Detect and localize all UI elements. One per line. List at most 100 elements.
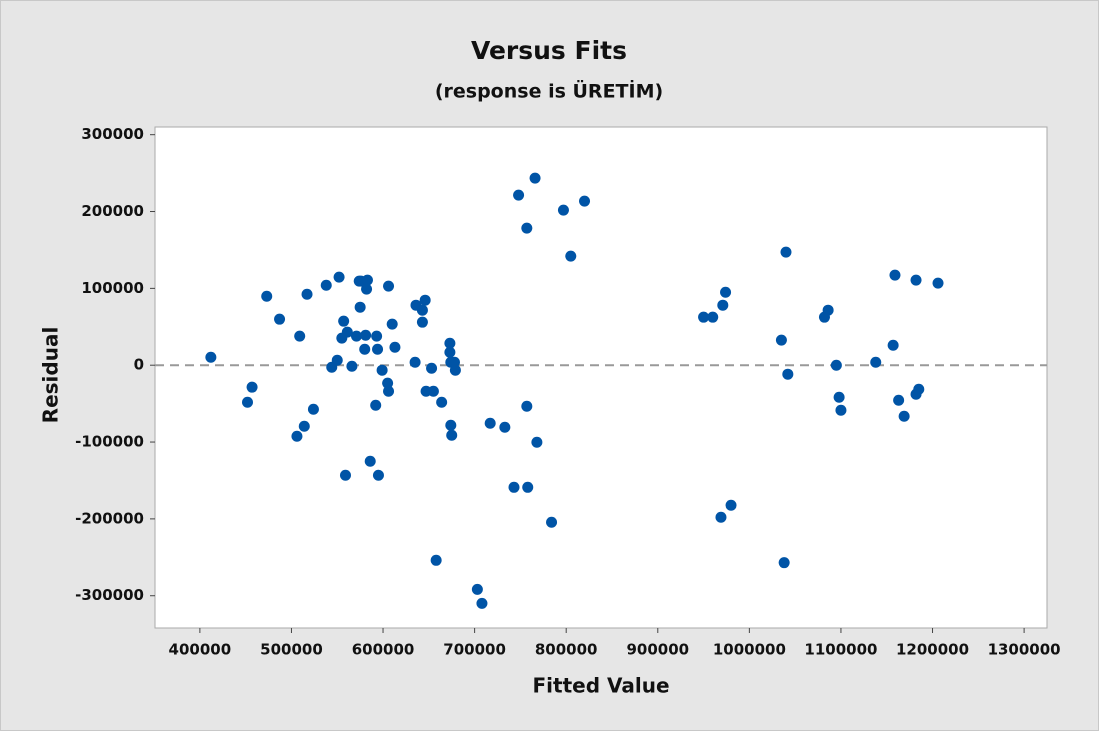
- point: [913, 383, 925, 395]
- x-tick-label: 1100000: [804, 641, 877, 659]
- point: [887, 339, 899, 351]
- point: [471, 583, 483, 595]
- point: [320, 279, 332, 291]
- point: [830, 359, 842, 371]
- y-tick-label: 200000: [81, 202, 144, 220]
- point: [294, 330, 306, 342]
- point: [444, 337, 456, 349]
- point: [350, 330, 362, 342]
- plot-area: [154, 126, 1048, 629]
- x-tick-label: 800000: [535, 641, 598, 659]
- point: [370, 399, 382, 411]
- point: [707, 311, 719, 323]
- point: [835, 404, 847, 416]
- y-axis-title: Residual: [39, 327, 63, 424]
- point: [331, 354, 343, 366]
- point: [546, 516, 558, 528]
- y-tick-label: -300000: [75, 586, 144, 604]
- point: [376, 364, 388, 376]
- point: [341, 326, 353, 338]
- point: [499, 421, 511, 433]
- point: [513, 189, 525, 201]
- point: [409, 356, 421, 368]
- point: [416, 304, 428, 316]
- y-tick-label: 100000: [81, 279, 144, 297]
- point: [910, 274, 922, 286]
- point: [360, 329, 372, 341]
- y-tick-label: 0: [134, 356, 144, 374]
- point: [780, 246, 792, 258]
- point: [484, 417, 496, 429]
- point: [261, 290, 273, 302]
- point: [333, 271, 345, 283]
- point: [307, 403, 319, 415]
- point: [715, 511, 727, 523]
- point: [529, 172, 541, 184]
- point: [361, 274, 373, 286]
- point: [389, 341, 401, 353]
- chart-subtitle: (response is ÜRETİM): [435, 79, 663, 103]
- point: [531, 436, 543, 448]
- point: [354, 301, 366, 313]
- point: [782, 368, 794, 380]
- point: [932, 277, 944, 289]
- point: [386, 318, 398, 330]
- point: [579, 195, 591, 207]
- point: [246, 381, 258, 393]
- y-tick-label: 300000: [81, 125, 144, 143]
- point: [372, 469, 384, 481]
- y-tick-label: -200000: [75, 509, 144, 527]
- point: [725, 499, 737, 511]
- point: [383, 385, 395, 397]
- x-tick-label: 1000000: [713, 641, 786, 659]
- point: [364, 455, 376, 467]
- x-tick-label: 900000: [626, 641, 689, 659]
- y-tick-label: -100000: [75, 433, 144, 451]
- point: [565, 250, 577, 262]
- x-tick-label: 600000: [352, 641, 415, 659]
- point: [508, 481, 520, 493]
- point: [898, 410, 910, 422]
- point: [870, 356, 882, 368]
- point: [359, 343, 371, 355]
- chart-title: Versus Fits: [471, 36, 627, 65]
- point: [476, 597, 488, 609]
- point: [698, 311, 710, 323]
- point: [778, 557, 790, 569]
- point: [339, 469, 351, 481]
- point: [301, 288, 313, 300]
- point: [372, 343, 384, 355]
- point: [298, 420, 310, 432]
- point: [436, 396, 448, 408]
- point: [522, 481, 534, 493]
- point: [889, 269, 901, 281]
- point: [446, 429, 458, 441]
- point: [833, 391, 845, 403]
- point: [521, 400, 533, 412]
- x-tick-label: 1300000: [988, 641, 1061, 659]
- point: [416, 316, 428, 328]
- x-tick-label: 400000: [169, 641, 232, 659]
- point: [361, 283, 373, 295]
- point: [430, 554, 442, 566]
- point: [449, 364, 461, 376]
- point: [521, 222, 533, 234]
- point: [205, 351, 217, 363]
- point: [427, 385, 439, 397]
- x-tick-label: 1200000: [896, 641, 969, 659]
- point: [419, 294, 431, 306]
- x-axis-title: Fitted Value: [532, 674, 669, 698]
- point: [383, 280, 395, 292]
- point: [291, 430, 303, 442]
- point: [241, 396, 253, 408]
- point: [371, 330, 383, 342]
- point: [382, 377, 394, 389]
- point: [346, 360, 358, 372]
- point: [448, 356, 460, 368]
- x-tick-label: 500000: [260, 641, 323, 659]
- point: [274, 313, 286, 325]
- point: [717, 299, 729, 311]
- x-tick-label: 700000: [443, 641, 506, 659]
- point: [444, 346, 456, 358]
